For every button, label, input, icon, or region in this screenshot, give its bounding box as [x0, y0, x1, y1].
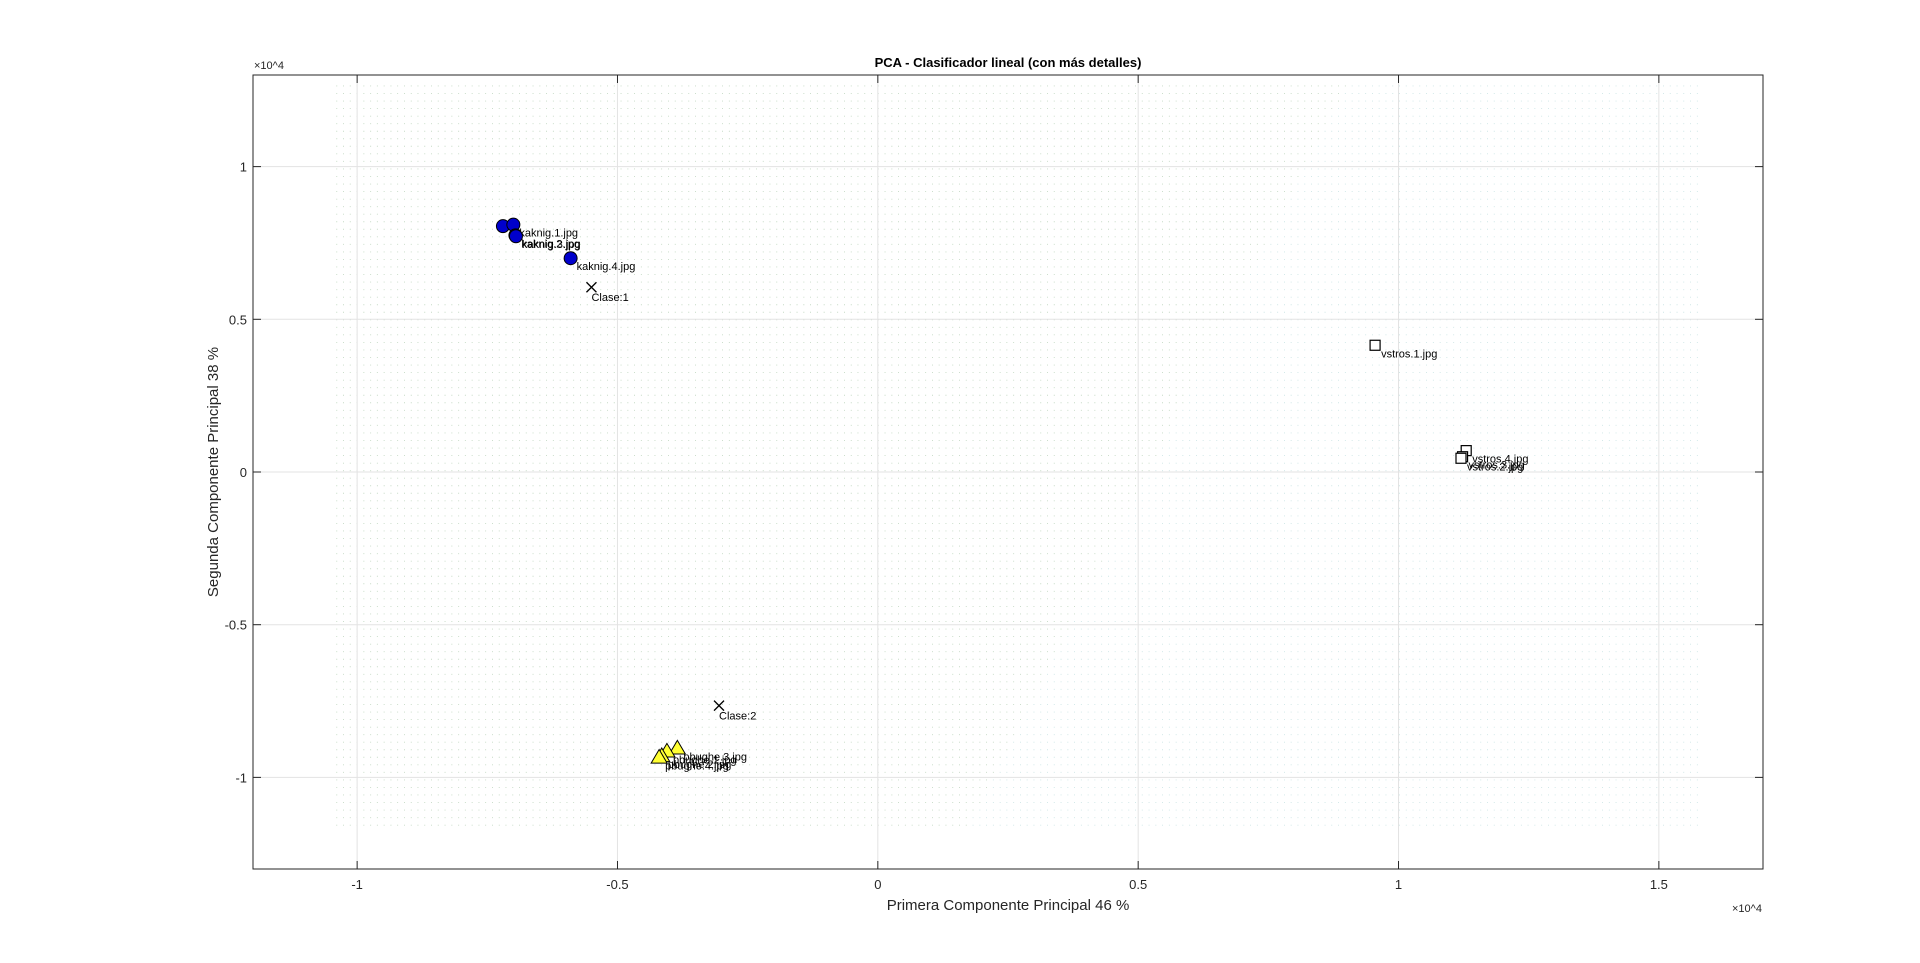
data-point-label: kaknig.4.jpg — [577, 261, 636, 273]
data-point-label: pbughe.2.jpg — [668, 759, 732, 771]
chart-title: PCA - Clasificador lineal (con más detal… — [875, 55, 1142, 70]
data-point-triangle — [650, 748, 669, 764]
plot-area: -1 -0.5 0 0.5 1 1.5-1-0.500.51 kaknig.1.jpgka… — [225, 74, 1764, 892]
data-point-label: pbughe.1.jpg — [673, 754, 737, 766]
centroid-marker — [713, 700, 725, 712]
data-point-square — [1369, 339, 1381, 351]
data-point-label: kaknig.3.jpg — [522, 239, 581, 251]
data-point-circle — [563, 251, 578, 266]
data-point-label: kaknig.2.jpg — [521, 238, 580, 250]
x-tick-label: 1.5 — [1650, 877, 1668, 892]
data-point-label: pbughe.3.jpg — [683, 751, 747, 763]
centroid-marker — [585, 281, 597, 293]
y-tick-label: 0 — [240, 465, 247, 480]
data-point-label: pbughe.4.jpg — [665, 761, 729, 773]
y-tick-label: 1 — [240, 160, 247, 175]
data-point-label: vstros.3.jpg — [1469, 460, 1525, 472]
centroid-label: Clase:2 — [719, 711, 756, 723]
data-point-square — [1455, 452, 1467, 464]
data-point-label: kaknig.1.jpg — [519, 228, 578, 240]
y-tick-label: -0.5 — [225, 618, 247, 633]
y-axis-label: Segunda Componente Principal 38 % — [205, 347, 222, 597]
data-point-label: vstros.2.jpg — [1467, 461, 1523, 473]
axis-ticks: -1 -0.5 0 0.5 1 1.5 -1 -0.5 0 0.5 1 — [225, 75, 1763, 892]
data-point-circle — [508, 229, 523, 244]
grid-lines — [253, 75, 1763, 869]
y-tick-label: -1 — [235, 770, 247, 785]
centroid-label: Clase:1 — [591, 292, 628, 304]
x-axis-multiplier: ×10^4 — [1732, 903, 1762, 915]
y-axis-multiplier: ×10^4 — [254, 60, 284, 72]
data-point-label: vstros.1.jpg — [1381, 348, 1437, 360]
x-axis-label: Primera Componente Principal 46 % — [887, 897, 1130, 914]
x-tick-label: -0.5 — [606, 877, 628, 892]
x-tick-label: 1 — [1395, 877, 1402, 892]
data-point-triangle — [668, 739, 687, 755]
x-tick-label: 0.5 — [1129, 877, 1147, 892]
class-centroids: Clase:1 Clase:2 — [585, 281, 756, 723]
data-point-label: vstros.4.jpg — [1472, 454, 1528, 466]
x-tick-label: -1 — [351, 877, 363, 892]
x-tick-label: 0 — [874, 877, 881, 892]
y-tick-label: 0.5 — [229, 312, 247, 327]
